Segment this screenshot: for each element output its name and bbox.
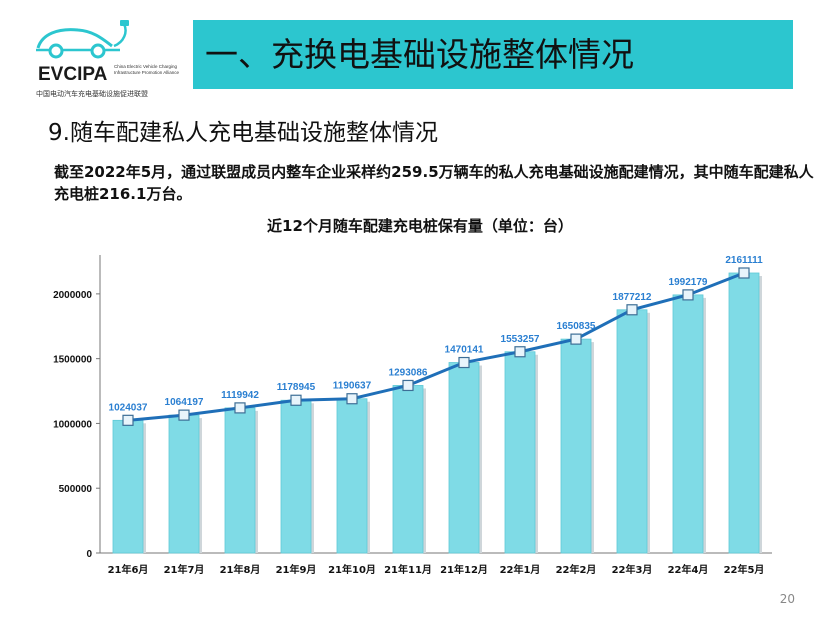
data-point	[458, 356, 470, 369]
bar	[672, 294, 704, 554]
x-tick-label: 21年8月	[220, 563, 261, 576]
data-point	[122, 414, 134, 426]
data-label: 1470141	[445, 345, 484, 356]
x-tick-label: 21年6月	[108, 563, 149, 576]
data-point	[178, 409, 190, 421]
bar	[616, 309, 648, 554]
data-label: 1178945	[277, 382, 316, 393]
x-tick-label: 21年9月	[276, 563, 317, 576]
bar	[112, 419, 144, 554]
data-label: 1553257	[501, 334, 540, 345]
x-tick-label: 22年4月	[668, 563, 709, 576]
data-label: 1877212	[613, 292, 652, 303]
y-tick-label: 500000	[59, 484, 93, 495]
bar	[448, 362, 480, 554]
y-tick-label: 2000000	[53, 290, 92, 301]
data-point	[346, 393, 358, 405]
data-point	[234, 402, 246, 414]
x-tick-label: 22年3月	[612, 563, 653, 576]
bar	[560, 338, 592, 554]
trend-line	[127, 271, 745, 422]
x-tick-label: 22年1月	[500, 563, 541, 576]
x-tick-label: 21年7月	[164, 563, 205, 576]
data-point	[402, 379, 414, 392]
y-tick-label: 1500000	[53, 355, 92, 366]
evcipa-logo: EVCIPA China Electric Vehicle Charging I…	[28, 18, 188, 100]
data-label: 1064197	[165, 397, 204, 408]
bar	[224, 407, 256, 554]
data-label: 1650835	[557, 321, 596, 332]
data-label: 2161111	[725, 255, 763, 266]
y-tick-label: 1000000	[53, 419, 92, 430]
header-banner: 一、充换电基础设施整体情况	[193, 20, 793, 89]
bar	[504, 351, 536, 554]
bar	[168, 414, 200, 554]
data-point	[738, 267, 750, 279]
data-point	[290, 394, 302, 406]
car-plug-icon	[36, 20, 129, 59]
logo-brand-subtitle: China Electric Vehicle Charging Infrastr…	[114, 64, 180, 75]
logo-brand: EVCIPA	[38, 64, 108, 85]
y-tick-label: 0	[86, 549, 92, 560]
logo-brand-chinese: 中国电动汽车充电基础设施促进联盟	[36, 90, 148, 98]
x-tick-label: 22年2月	[556, 563, 597, 576]
data-label: 1293086	[389, 367, 428, 378]
x-tick-label: 22年5月	[724, 563, 765, 576]
chart-title: 近12个月随车配建充电桩保有量（单位：台）	[267, 217, 573, 235]
bar	[280, 399, 312, 554]
section-title: 9.随车配建私人充电基础设施整体情况	[48, 120, 438, 146]
bar	[728, 272, 760, 554]
x-tick-label: 21年11月	[384, 563, 432, 576]
data-label: 1190637	[333, 381, 372, 392]
data-point	[626, 304, 638, 316]
description-text: 截至2022年5月，通过联盟成员内整车企业采样约259.5万辆车的私人充电基础设…	[54, 163, 814, 203]
x-tick-label: 21年10月	[328, 563, 376, 576]
page-number: 20	[779, 592, 795, 606]
x-tick-label: 21年12月	[440, 563, 488, 576]
bar	[336, 398, 368, 554]
data-point	[682, 289, 694, 301]
data-point	[570, 333, 582, 345]
bar	[392, 385, 424, 554]
data-point	[514, 346, 526, 358]
page-title: 一、充换电基础设施整体情况	[205, 35, 634, 74]
data-label: 1024037	[109, 402, 148, 413]
data-label: 1992179	[669, 277, 708, 288]
data-label: 1119942	[221, 390, 259, 401]
